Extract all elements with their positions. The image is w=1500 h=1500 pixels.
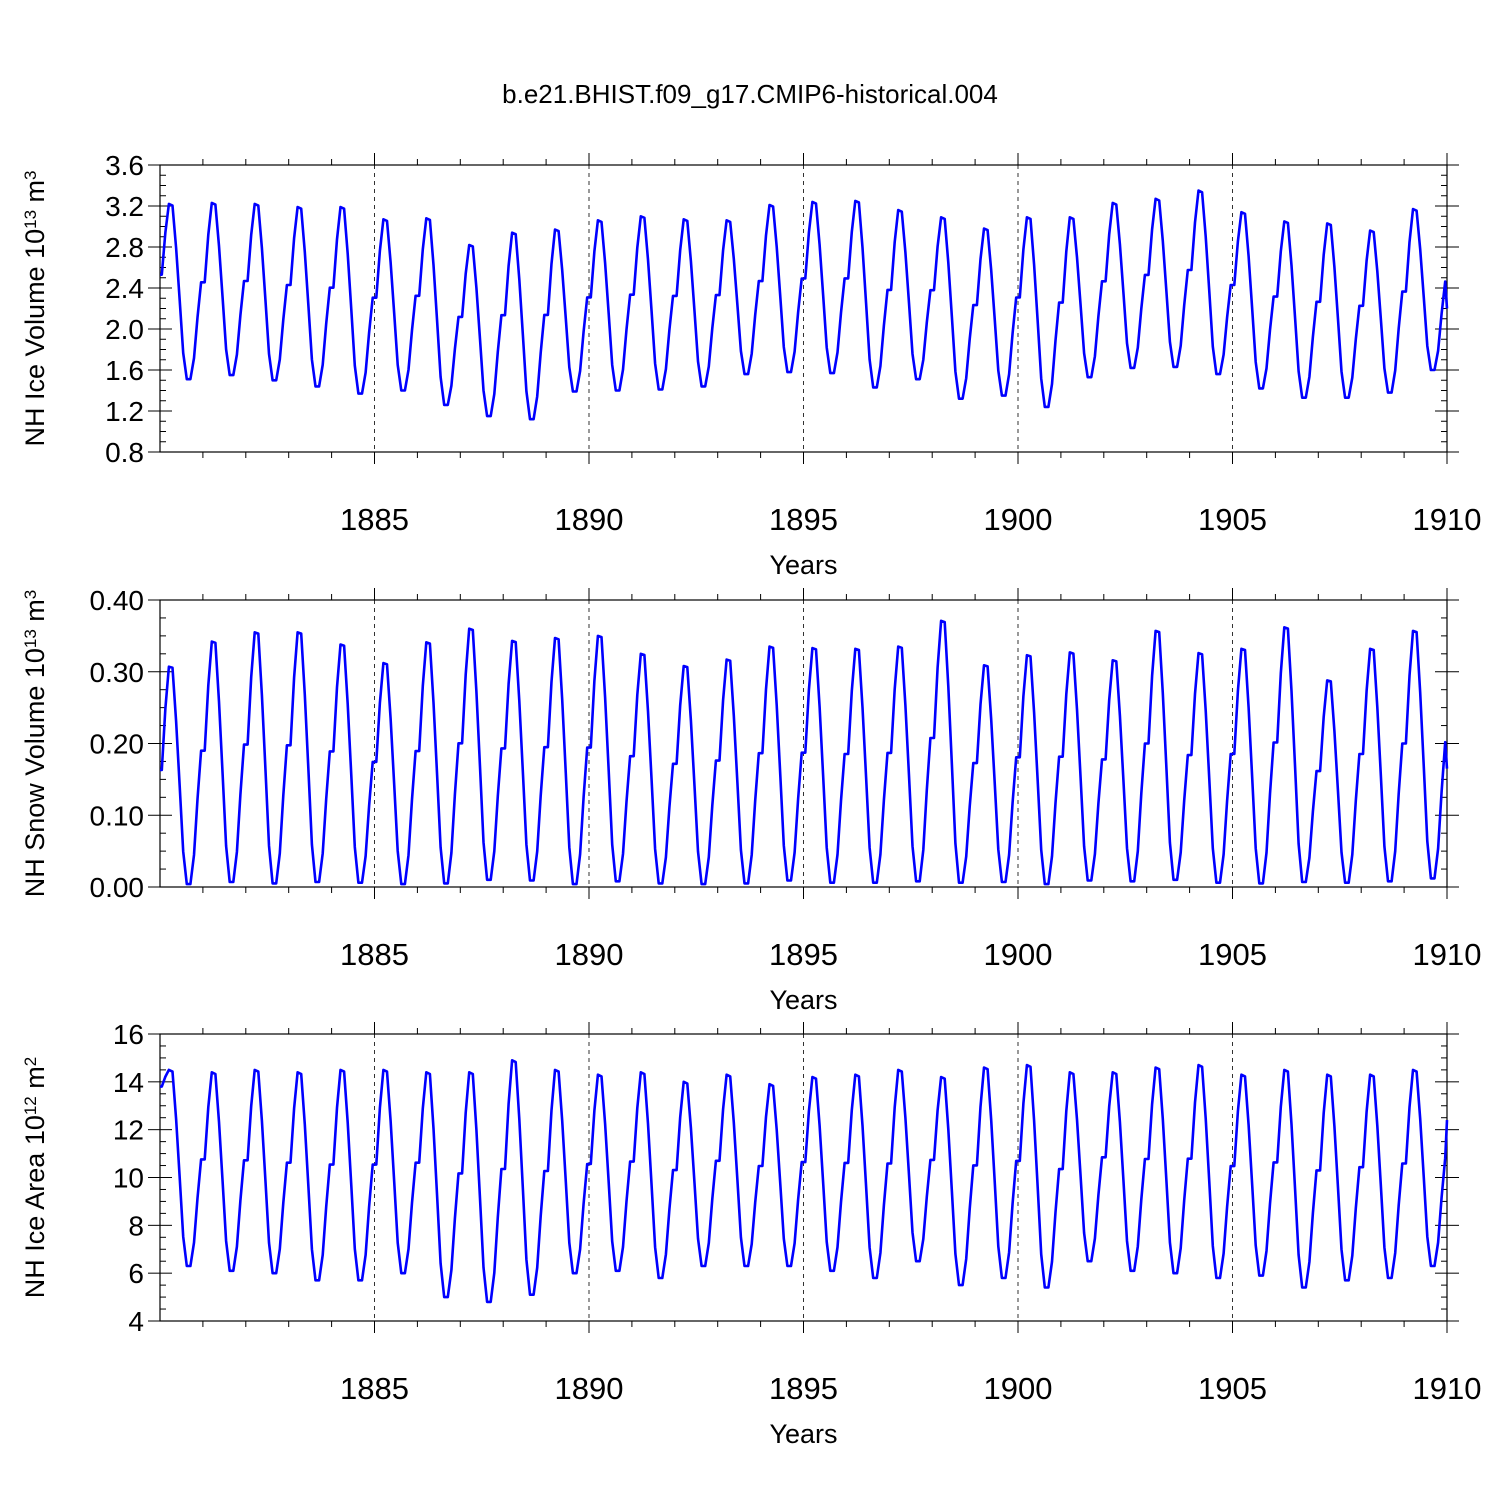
y-axis-title-exponent: 3: [21, 171, 40, 180]
y-tick-label: 0.40: [90, 585, 145, 616]
x-tick-label: 1895: [769, 502, 838, 537]
y-tick-label: 0.00: [90, 872, 145, 903]
x-tick-label: 1890: [555, 502, 624, 537]
x-tick-label: 1900: [984, 502, 1053, 537]
y-tick-label: 3.2: [105, 191, 144, 222]
y-axis-title-exponent: 3: [21, 590, 40, 599]
chart-panel-3: 4 6 8 10 12 14 16 1885 1890 1895 1900 1905 1910 Years…: [20, 1019, 1481, 1449]
x-tick-label: 1885: [340, 937, 409, 972]
y-tick-label: 14: [113, 1067, 144, 1098]
y-axis-title-part: m: [20, 1066, 50, 1096]
y-tick-label: 8: [128, 1210, 144, 1241]
y-tick-label: 0.20: [90, 729, 145, 760]
x-tick-label: 1890: [555, 1371, 624, 1406]
x-tick-label: 1895: [769, 1371, 838, 1406]
y-axis-title-part: m: [20, 180, 50, 210]
y-tick-label: 3.6: [105, 150, 144, 181]
series-line-1: [160, 189, 1449, 421]
y-tick-label: 4: [128, 1306, 144, 1337]
x-tick-label: 1905: [1198, 937, 1267, 972]
x-axis-title: Years: [769, 1419, 837, 1449]
y-tick-label: 16: [113, 1019, 144, 1050]
chart-panel-2: 0.00 0.10 0.20 0.30 0.40 1885 1890 1895 1900 1905…: [20, 585, 1481, 1015]
series-line-1: [160, 619, 1449, 886]
x-tick-label: 1905: [1198, 502, 1267, 537]
plot-frame: [159, 1033, 1448, 1322]
x-axis-title: Years: [769, 985, 837, 1015]
y-tick-label: 6: [128, 1258, 144, 1289]
y-axis-title-part: NH Ice Area 10: [20, 1115, 50, 1298]
y-axis-title-exponent: 12: [21, 1096, 40, 1115]
x-tick-label: 1885: [340, 1371, 409, 1406]
y-tick-label: 12: [113, 1115, 144, 1146]
x-axis-title: Years: [769, 550, 837, 580]
y-axis-title: NH Ice Area 1012 m2: [20, 1057, 50, 1298]
x-tick-label: 1900: [984, 1371, 1053, 1406]
y-axis-title-exponent: 13: [21, 210, 40, 229]
figure-title: b.e21.BHIST.f09_g17.CMIP6-historical.004: [502, 79, 998, 109]
y-axis-title-part: NH Snow Volume 10: [20, 648, 50, 897]
y-tick-label: 1.6: [105, 355, 144, 386]
y-tick-label: 2.0: [105, 314, 144, 345]
y-axis-title-part: NH Ice Volume 10: [20, 229, 50, 447]
x-tick-label: 1885: [340, 502, 409, 537]
y-tick-label: 0.30: [90, 657, 145, 688]
x-tick-label: 1910: [1413, 937, 1482, 972]
y-tick-label: 10: [113, 1163, 144, 1194]
y-axis-title: NH Snow Volume 1013 m3: [20, 590, 50, 898]
x-tick-label: 1900: [984, 937, 1053, 972]
chart-panel-1: 0.8 1.2 1.6 2.0 2.4 2.8 3.2 3.6 1885 1890 1895 1900…: [20, 150, 1481, 580]
y-tick-label: 2.8: [105, 232, 144, 263]
y-tick-label: 0.10: [90, 800, 145, 831]
y-tick-label: 2.4: [105, 273, 144, 304]
y-tick-label: 1.2: [105, 396, 144, 427]
y-axis-title-exponent: 2: [21, 1057, 40, 1066]
y-axis-title: NH Ice Volume 1013 m3: [20, 171, 50, 447]
x-tick-label: 1895: [769, 937, 838, 972]
y-axis-title-exponent: 13: [21, 629, 40, 648]
plot-frame: [159, 599, 1448, 888]
x-tick-label: 1910: [1413, 1371, 1482, 1406]
y-axis-title-part: m: [20, 599, 50, 629]
series-line-1: [160, 1059, 1449, 1304]
x-tick-label: 1905: [1198, 1371, 1267, 1406]
y-tick-label: 0.8: [105, 437, 144, 468]
x-tick-label: 1910: [1413, 502, 1482, 537]
x-tick-label: 1890: [555, 937, 624, 972]
